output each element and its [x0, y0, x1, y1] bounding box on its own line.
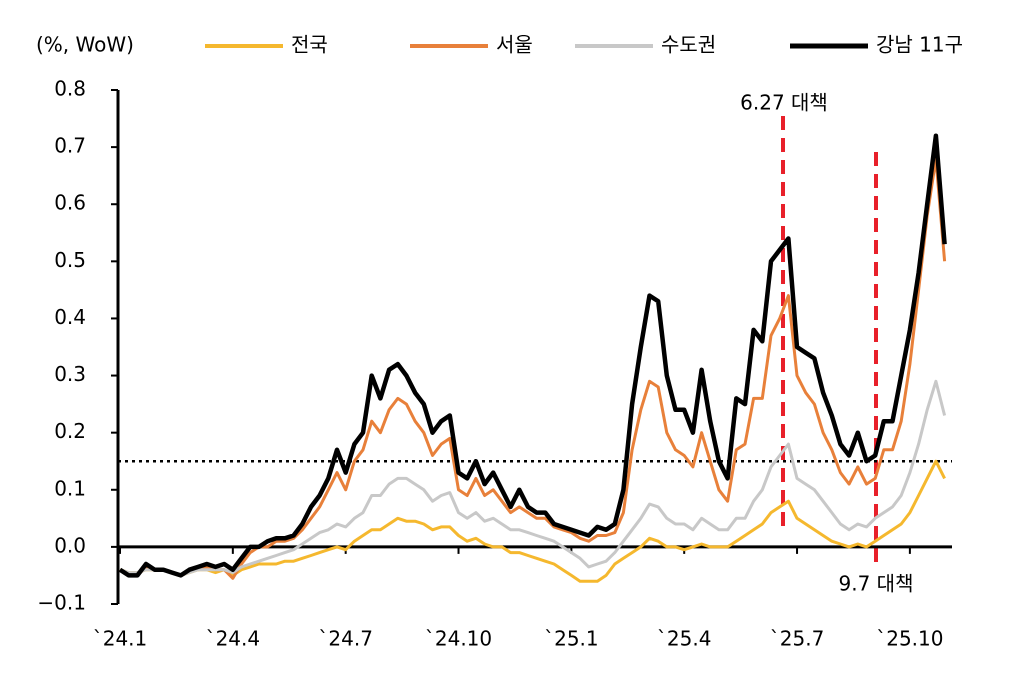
legend-label: 서울 [496, 33, 533, 57]
x-tick-label: `24.10 [425, 627, 492, 651]
series-line [119, 157, 947, 580]
y-tick-label: 0.4 [54, 305, 86, 329]
annotation: 9.7 대책 [839, 572, 914, 596]
y-axis-unit: (%, WoW) [36, 33, 134, 57]
x-tick-label: `25.10 [876, 627, 943, 651]
y-tick-label: −0.1 [37, 591, 86, 615]
series-line [119, 459, 946, 583]
annotation: 6.27 대책 [740, 91, 828, 115]
x-tick-label: `25.7 [770, 627, 825, 651]
y-tick-label: 0.3 [54, 362, 86, 386]
legend-label: 수도권 [661, 33, 716, 57]
x-tick-label: `24.1 [93, 627, 148, 651]
legend-label: 전국 [291, 33, 328, 57]
y-tick-label: 0.5 [54, 248, 86, 272]
y-tick-label: 0.8 [54, 77, 86, 101]
y-tick-label: 0.2 [54, 419, 86, 443]
y-tick-label: 0.1 [54, 476, 86, 500]
x-tick-label: `24.4 [206, 627, 261, 651]
legend-label: 강남 11구 [876, 33, 963, 57]
y-tick-label: 0.6 [54, 191, 86, 215]
series-line [119, 379, 947, 577]
y-tick-label: 0.7 [54, 134, 86, 158]
x-tick-label: `25.4 [657, 627, 712, 651]
x-tick-label: `24.7 [318, 627, 373, 651]
y-tick-label: 0.0 [54, 533, 86, 557]
x-tick-label: `25.1 [544, 627, 599, 651]
series-line [118, 133, 947, 578]
